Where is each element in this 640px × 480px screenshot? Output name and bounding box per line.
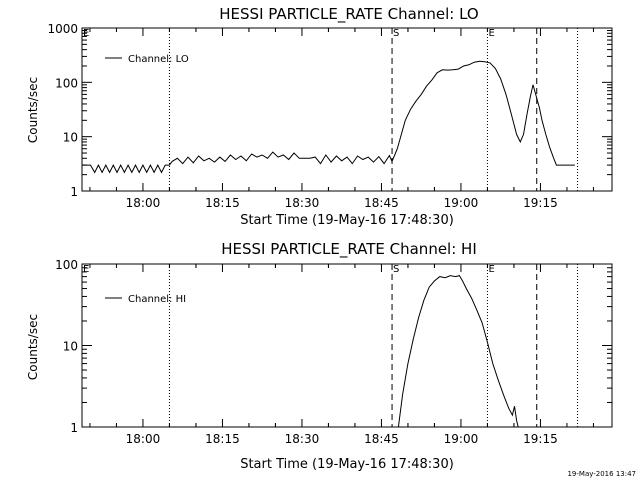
y-tick-label: 10 — [63, 131, 78, 145]
y-axis-label: Counts/sec — [26, 77, 40, 143]
event-marker-label: E — [488, 264, 494, 275]
y-tick-label: 100 — [55, 76, 78, 90]
x-tick-label: 18:15 — [205, 196, 240, 210]
event-marker-label: E — [83, 28, 89, 39]
x-tick-label: 18:45 — [364, 432, 399, 446]
y-tick-label: 1000 — [47, 22, 78, 36]
event-marker-label: E — [488, 28, 494, 39]
y-axis-label: Counts/sec — [26, 314, 40, 380]
chart-title: HESSI PARTICLE_RATE Channel: HI — [221, 240, 477, 259]
axis-ticks: 18:00 18:15 18:30 18:45 19:00 19:15 1 10 100 1000 — [47, 22, 612, 210]
y-tick-label: 1 — [70, 421, 78, 435]
y-tick-label: 100 — [55, 258, 78, 272]
y-tick-label: 10 — [63, 340, 78, 354]
chart-panel-lo: HESSI PARTICLE_RATE Channel: LO 18:00 18:… — [26, 5, 613, 228]
event-marker-label: S — [393, 264, 399, 275]
legend-label: Channel: HI — [128, 294, 186, 305]
x-tick-label: 19:00 — [444, 432, 479, 446]
x-tick-label: 19:00 — [444, 196, 479, 210]
x-axis-label: Start Time (19-May-16 17:48:30) — [240, 457, 454, 472]
series-line — [82, 60, 575, 174]
legend-label: Channel: LO — [128, 54, 189, 65]
axis-ticks: 18:00 18:15 18:30 18:45 19:00 19:15 1 10 100 — [55, 258, 612, 446]
plot-frame — [81, 27, 613, 192]
y-tick-label: 1 — [70, 185, 78, 199]
chart-title: HESSI PARTICLE_RATE Channel: LO — [219, 5, 478, 24]
plot-frame — [81, 263, 613, 428]
series-layer — [82, 60, 575, 174]
series-layer — [397, 275, 519, 428]
series-line — [397, 275, 519, 428]
x-tick-label: 18:30 — [285, 196, 320, 210]
event-marker-label: S — [393, 28, 399, 39]
chart-panel-hi: HESSI PARTICLE_RATE Channel: HI 18:00 18:… — [26, 240, 613, 472]
x-tick-label: 19:15 — [523, 196, 558, 210]
x-tick-label: 18:15 — [205, 432, 240, 446]
x-tick-label: 18:00 — [126, 432, 161, 446]
event-marker-label: E — [83, 264, 89, 275]
x-tick-label: 18:45 — [364, 196, 399, 210]
x-tick-label: 18:00 — [126, 196, 161, 210]
x-axis-label: Start Time (19-May-16 17:48:30) — [240, 213, 454, 228]
footer-timestamp: 19-May-2016 13:47 — [567, 470, 636, 478]
x-tick-label: 18:30 — [285, 432, 320, 446]
x-tick-label: 19:15 — [523, 432, 558, 446]
